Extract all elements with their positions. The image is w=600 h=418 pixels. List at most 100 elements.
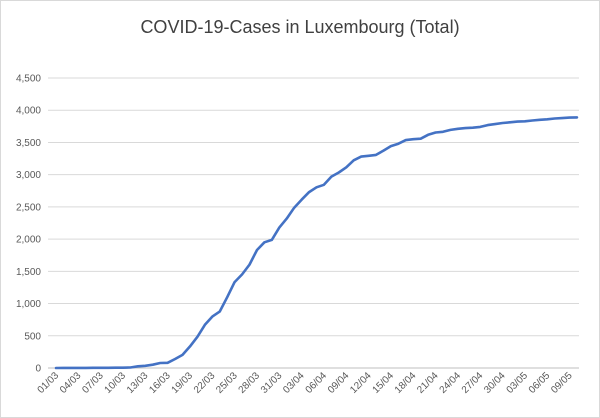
data-point	[151, 363, 154, 366]
x-tick-label: 04/03	[58, 370, 84, 396]
gridlines	[48, 77, 579, 369]
data-point	[203, 323, 206, 326]
data-point	[479, 126, 482, 128]
data-point	[248, 263, 251, 266]
data-point	[390, 145, 392, 147]
data-point	[270, 238, 273, 241]
x-tick-label: 06/05	[527, 370, 553, 396]
data-point	[174, 358, 176, 360]
data-point	[367, 154, 370, 157]
x-tick-label: 12/04	[348, 370, 374, 396]
x-tick-label: 06/04	[304, 370, 330, 396]
x-tick-label: 25/03	[214, 370, 240, 396]
data-point	[308, 191, 310, 194]
x-tick-label: 03/05	[505, 370, 531, 396]
data-point	[449, 128, 452, 131]
x-tick-label: 21/04	[415, 370, 441, 396]
data-point	[256, 249, 258, 251]
data-point	[442, 130, 444, 133]
data-point	[241, 273, 243, 276]
data-point	[434, 131, 437, 134]
x-tick-label: 03/04	[281, 370, 307, 396]
data-point	[471, 126, 474, 129]
data-point	[352, 159, 355, 162]
data-point	[330, 175, 333, 178]
y-tick-label: 4,500	[16, 74, 41, 85]
data-point	[62, 367, 65, 369]
data-point	[278, 226, 281, 229]
data-point	[576, 116, 578, 119]
x-tick-label: 15/04	[371, 370, 397, 396]
data-point	[427, 133, 430, 136]
data-point	[233, 281, 236, 283]
data-point	[166, 361, 169, 364]
x-tick-label: 22/03	[192, 370, 218, 396]
data-point	[494, 123, 497, 126]
x-tick-label: 19/03	[170, 370, 196, 396]
x-tick-label: 28/03	[237, 370, 263, 396]
x-tick-label: 07/03	[80, 370, 106, 396]
data-point	[531, 119, 534, 122]
data-point	[129, 366, 132, 369]
data-point	[144, 364, 147, 367]
data-point	[516, 120, 519, 123]
x-tick-label: 16/03	[147, 370, 173, 396]
data-point	[315, 186, 318, 189]
y-tick-label: 1,000	[16, 299, 41, 310]
data-point	[122, 366, 124, 369]
data-point	[92, 366, 95, 369]
data-point	[464, 127, 467, 129]
data-point	[360, 155, 363, 158]
data-point	[69, 367, 72, 369]
data-point	[107, 366, 109, 369]
data-point	[293, 206, 296, 209]
data-point	[196, 335, 199, 338]
data-point	[218, 310, 221, 313]
x-tick-label: 09/05	[549, 370, 575, 396]
data-point	[211, 315, 214, 318]
data-point	[345, 166, 348, 169]
data-point	[136, 365, 139, 368]
data-point	[323, 183, 325, 186]
y-tick-label: 2,500	[16, 202, 41, 213]
y-tick-label: 1,500	[16, 267, 41, 278]
y-tick-label: 4,000	[16, 106, 41, 117]
x-tick-label: 24/04	[438, 370, 464, 396]
data-point	[546, 118, 549, 121]
data-point	[501, 122, 504, 124]
x-tick-label: 10/03	[103, 370, 129, 396]
data-point	[84, 366, 87, 369]
data-point	[159, 362, 162, 364]
data-point	[337, 171, 340, 174]
data-point	[55, 367, 57, 369]
y-tick-label: 3,000	[16, 170, 41, 181]
data-point	[457, 127, 459, 130]
data-point	[114, 366, 117, 369]
data-point	[538, 118, 541, 121]
data-point	[412, 138, 415, 141]
data-point	[263, 241, 266, 244]
data-point	[375, 153, 377, 156]
data-point	[404, 139, 407, 141]
x-tick-label: 27/04	[460, 370, 486, 396]
x-tick-label: 18/04	[393, 370, 419, 396]
data-point	[77, 367, 80, 369]
x-tick-label: 30/04	[482, 370, 508, 396]
data-point	[397, 142, 400, 145]
chart-title: COVID-19-Cases in Luxembourg (Total)	[140, 17, 460, 37]
y-tick-label: 0	[35, 364, 41, 375]
data-point	[382, 149, 385, 152]
data-point	[300, 198, 303, 201]
data-point	[524, 120, 526, 123]
data-point	[553, 117, 556, 120]
data-point	[226, 296, 229, 299]
series-line	[54, 116, 579, 370]
y-tick-label: 3,500	[16, 138, 41, 149]
y-tick-label: 500	[24, 331, 41, 342]
y-tick-label: 2,000	[16, 235, 41, 246]
series-layer	[54, 116, 579, 370]
y-axis: 0 500 1,000 1,500 2,000 2,500 3,000 3,500 4,000 4…	[16, 74, 41, 375]
data-point	[285, 217, 288, 220]
